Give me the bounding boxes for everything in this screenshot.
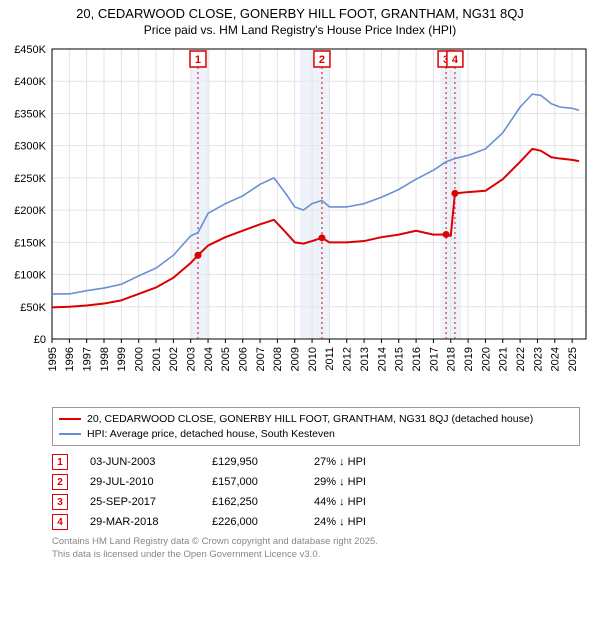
svg-text:2003: 2003 [186,347,198,371]
transaction-marker: 3 [52,494,68,510]
transaction-date: 29-JUL-2010 [90,476,190,488]
footer-line-2: This data is licensed under the Open Gov… [52,549,580,561]
transaction-row: 2 29-JUL-2010 £157,000 29% ↓ HPI [52,472,580,492]
svg-text:2013: 2013 [359,347,371,371]
transaction-price: £157,000 [212,476,292,488]
svg-text:£50K: £50K [20,302,46,314]
svg-text:2010: 2010 [307,347,319,371]
footer-line-1: Contains HM Land Registry data © Crown c… [52,536,580,548]
svg-text:£450K: £450K [14,44,46,56]
title-sub: Price paid vs. HM Land Registry's House … [10,23,590,37]
svg-text:1995: 1995 [47,347,59,371]
svg-text:2001: 2001 [151,347,163,371]
title-main: 20, CEDARWOOD CLOSE, GONERBY HILL FOOT, … [10,6,590,21]
transaction-delta: 24% ↓ HPI [314,516,404,528]
legend-item: 20, CEDARWOOD CLOSE, GONERBY HILL FOOT, … [59,412,573,427]
svg-text:2006: 2006 [238,347,250,371]
chart: £0 £50K £100K £150K £200K £250K £300K £350K £400… [0,39,600,399]
svg-text:1: 1 [195,54,201,66]
transaction-delta: 44% ↓ HPI [314,496,404,508]
transaction-row: 4 29-MAR-2018 £226,000 24% ↓ HPI [52,512,580,532]
transactions-table: 1 03-JUN-2003 £129,950 27% ↓ HPI 2 29-JUL-201… [52,452,580,532]
svg-text:2018: 2018 [446,347,458,371]
svg-text:2002: 2002 [168,347,180,371]
transaction-marker: 2 [52,474,68,490]
chart-container: 20, CEDARWOOD CLOSE, GONERBY HILL FOOT, … [0,0,600,561]
svg-text:2009: 2009 [290,347,302,371]
legend-label: HPI: Average price, detached house, Sout… [87,427,335,442]
transaction-price: £129,950 [212,456,292,468]
svg-text:£0: £0 [34,334,46,346]
svg-text:1997: 1997 [82,347,94,371]
svg-text:2017: 2017 [428,347,440,371]
svg-text:£400K: £400K [14,76,46,88]
svg-text:2023: 2023 [532,347,544,371]
svg-text:£100K: £100K [14,270,46,282]
svg-text:2021: 2021 [498,347,510,371]
transaction-date: 03-JUN-2003 [90,456,190,468]
svg-text:2020: 2020 [480,347,492,371]
footer: Contains HM Land Registry data © Crown c… [52,536,580,561]
svg-text:2014: 2014 [376,347,388,371]
svg-text:2022: 2022 [515,347,527,371]
svg-text:£350K: £350K [14,108,46,120]
svg-text:£150K: £150K [14,237,46,249]
svg-text:1998: 1998 [99,347,111,371]
svg-text:2: 2 [319,54,325,66]
legend-item: HPI: Average price, detached house, Sout… [59,427,573,442]
legend: 20, CEDARWOOD CLOSE, GONERBY HILL FOOT, … [52,407,580,446]
legend-swatch [59,418,81,420]
svg-text:1996: 1996 [64,347,76,371]
svg-text:2011: 2011 [324,347,336,371]
transaction-marker: 1 [52,454,68,470]
titles: 20, CEDARWOOD CLOSE, GONERBY HILL FOOT, … [0,0,600,39]
svg-text:2024: 2024 [550,347,562,371]
svg-text:2019: 2019 [463,347,475,371]
svg-text:£250K: £250K [14,173,46,185]
legend-label: 20, CEDARWOOD CLOSE, GONERBY HILL FOOT, … [87,412,533,427]
legend-swatch [59,433,81,435]
svg-text:2025: 2025 [567,347,579,371]
svg-text:4: 4 [452,54,459,66]
svg-text:£300K: £300K [14,141,46,153]
svg-text:2005: 2005 [220,347,232,371]
svg-text:2015: 2015 [394,347,406,371]
svg-text:2007: 2007 [255,347,267,371]
transaction-row: 3 25-SEP-2017 £162,250 44% ↓ HPI [52,492,580,512]
transaction-price: £162,250 [212,496,292,508]
transaction-row: 1 03-JUN-2003 £129,950 27% ↓ HPI [52,452,580,472]
svg-text:1999: 1999 [116,347,128,371]
svg-text:£200K: £200K [14,205,46,217]
transaction-date: 29-MAR-2018 [90,516,190,528]
transaction-delta: 27% ↓ HPI [314,456,404,468]
svg-text:2016: 2016 [411,347,423,371]
svg-text:2004: 2004 [203,347,215,371]
svg-text:2012: 2012 [342,347,354,371]
transaction-date: 25-SEP-2017 [90,496,190,508]
chart-svg: £0 £50K £100K £150K £200K £250K £300K £350K £400… [0,39,600,399]
transaction-price: £226,000 [212,516,292,528]
transaction-delta: 29% ↓ HPI [314,476,404,488]
transaction-marker: 4 [52,514,68,530]
svg-text:2008: 2008 [272,347,284,371]
svg-text:2000: 2000 [134,347,146,371]
